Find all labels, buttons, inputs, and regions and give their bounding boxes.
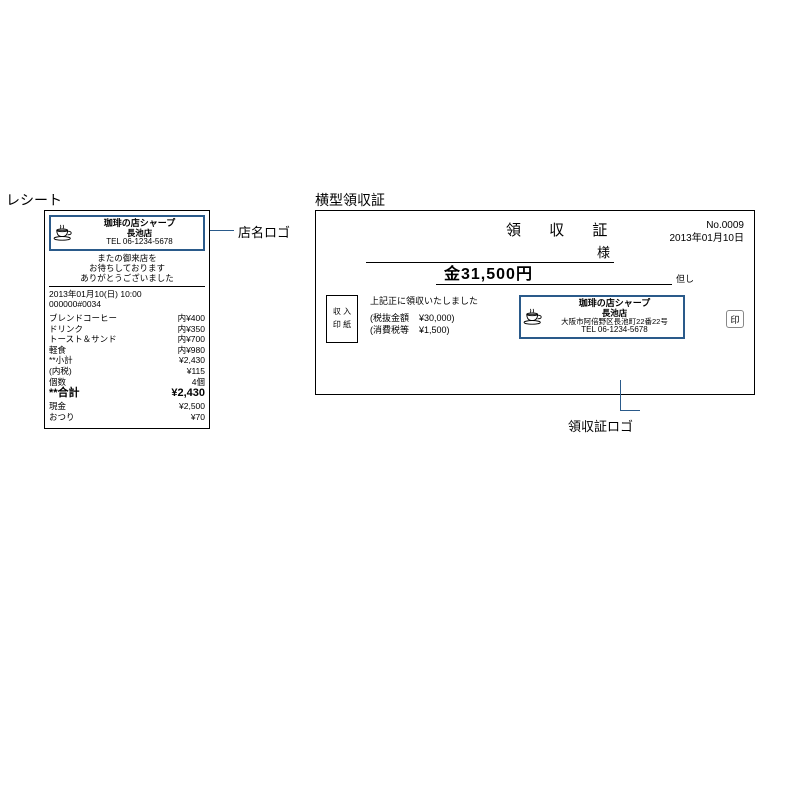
item-price: ¥2,430 — [179, 355, 205, 366]
item-name: (内税) — [49, 366, 72, 377]
receipt-datetime: 2013年01月10(日) 10:00 — [49, 289, 205, 299]
revenue-stamp-box: 収 入 印 紙 — [326, 295, 358, 343]
item-price: 内¥700 — [178, 334, 205, 345]
ryoshu-panel: 領 収 証 No.0009 2013年01月10日 様 金31,500円 但し … — [315, 210, 755, 395]
item-price: ¥2,500 — [179, 401, 205, 412]
item-name: ブレンドコーヒー — [49, 313, 117, 324]
coffee-cup-icon — [523, 308, 545, 326]
thanks-l3: ありがとうございました — [49, 273, 205, 283]
ryoshu-logo-text: 珈琲の店シャープ 長池店 大阪市阿倍野区長池町22番22号 TEL 06-123… — [548, 299, 681, 335]
stamp-l2: 印 紙 — [333, 319, 351, 332]
receipt-heading: レシート — [6, 190, 62, 210]
thanks-l2: お待ちしております — [49, 263, 205, 273]
item-name: 軽食 — [49, 345, 66, 356]
receipt-row: 現金 ¥2,500 — [49, 401, 205, 412]
ryoshu-logo-tel: TEL 06-1234-5678 — [581, 326, 647, 335]
coffee-cup-icon — [53, 224, 75, 242]
receipt-meta: 2013年01月10(日) 10:00 000000#0034 — [49, 289, 205, 309]
amount-text: 金31,500円 — [444, 260, 533, 284]
ryoshu-lower: 収 入 印 紙 上記正に領収いたしました (税抜金額 ¥30,000) (消費税… — [326, 295, 744, 343]
amount-row: 金31,500円 但し — [326, 265, 744, 285]
item-name: トースト＆サンド — [49, 334, 117, 345]
receipt-row: トースト＆サンド 内¥700 — [49, 334, 205, 345]
item-price: 内¥350 — [178, 324, 205, 335]
receipt-row: (内税) ¥115 — [49, 366, 205, 377]
payee-row: 様 — [326, 247, 744, 263]
callout-line — [620, 380, 621, 410]
store-logo-callout: 店名ロゴ — [238, 222, 290, 241]
item-name: **合計 — [49, 387, 80, 401]
ryoshu-numdate: No.0009 2013年01月10日 — [670, 219, 745, 245]
receipt-panel: 珈琲の店シャープ 長池店 TEL 06-1234-5678 またの御来店を お待… — [44, 210, 210, 429]
item-price: ¥115 — [187, 366, 205, 377]
receipt-number: 000000#0034 — [49, 299, 205, 309]
break-value-1: ¥1,500) — [419, 324, 450, 337]
breakdown: 上記正に領収いたしました (税抜金額 ¥30,000) (消費税等 ¥1,500… — [370, 295, 478, 337]
item-price: ¥70 — [191, 412, 205, 423]
item-price: ¥2,430 — [171, 387, 205, 401]
receipt-row: 個数 4個 — [49, 377, 205, 388]
receipt-row: ブレンドコーヒー 内¥400 — [49, 313, 205, 324]
break-label-0: (税抜金額 — [370, 312, 409, 325]
ryoshu-heading: 横型領収証 — [315, 190, 385, 210]
break-row-1: (消費税等 ¥1,500) — [370, 324, 478, 337]
callout-line — [620, 410, 640, 411]
thanks-l1: またの御来店を — [49, 253, 205, 263]
callout-line — [210, 230, 234, 231]
eshi-label: 但し — [676, 272, 694, 285]
receipt-items: ブレンドコーヒー 内¥400 ドリンク 内¥350 トースト＆サンド 内¥700 軽食 内¥9… — [49, 313, 205, 422]
receipt-row: おつり ¥70 — [49, 412, 205, 423]
amount-line: 金31,500円 — [436, 265, 672, 285]
payee-suffix: 様 — [597, 242, 610, 261]
logo-text: 珈琲の店シャープ 長池店 TEL 06-1234-5678 — [78, 219, 201, 247]
seal-mark: 印 — [726, 310, 744, 328]
divider — [49, 286, 205, 287]
item-price: 4個 — [192, 377, 205, 388]
stamp-l1: 収 入 — [333, 306, 351, 319]
receipt-row: 軽食 内¥980 — [49, 345, 205, 356]
item-name: 個数 — [49, 377, 66, 388]
item-price: 内¥980 — [178, 345, 205, 356]
break-value-0: ¥30,000) — [419, 312, 455, 325]
break-row-0: (税抜金額 ¥30,000) — [370, 312, 478, 325]
receipt-row: **合計 ¥2,430 — [49, 387, 205, 401]
ryoshu-logo-callout: 領収証ロゴ — [568, 416, 633, 435]
receipt-note: 上記正に領収いたしました — [370, 295, 478, 308]
ryoshu-logo-box: 珈琲の店シャープ 長池店 大阪市阿倍野区長池町22番22号 TEL 06-123… — [519, 295, 685, 339]
receipt-row: ドリンク 内¥350 — [49, 324, 205, 335]
thanks-message: またの御来店を お待ちしております ありがとうございました — [49, 253, 205, 284]
logo-tel: TEL 06-1234-5678 — [106, 238, 172, 247]
ryoshu-no: No.0009 — [670, 219, 745, 232]
item-price: 内¥400 — [178, 313, 205, 324]
break-label-1: (消費税等 — [370, 324, 409, 337]
item-name: ドリンク — [49, 324, 83, 335]
item-name: **小計 — [49, 355, 73, 366]
item-name: 現金 — [49, 401, 66, 412]
receipt-row: **小計 ¥2,430 — [49, 355, 205, 366]
store-logo-box: 珈琲の店シャープ 長池店 TEL 06-1234-5678 — [49, 215, 205, 251]
ryoshu-header: 領 収 証 No.0009 2013年01月10日 — [326, 219, 744, 245]
ryoshu-date: 2013年01月10日 — [670, 232, 745, 245]
item-name: おつり — [49, 412, 75, 423]
